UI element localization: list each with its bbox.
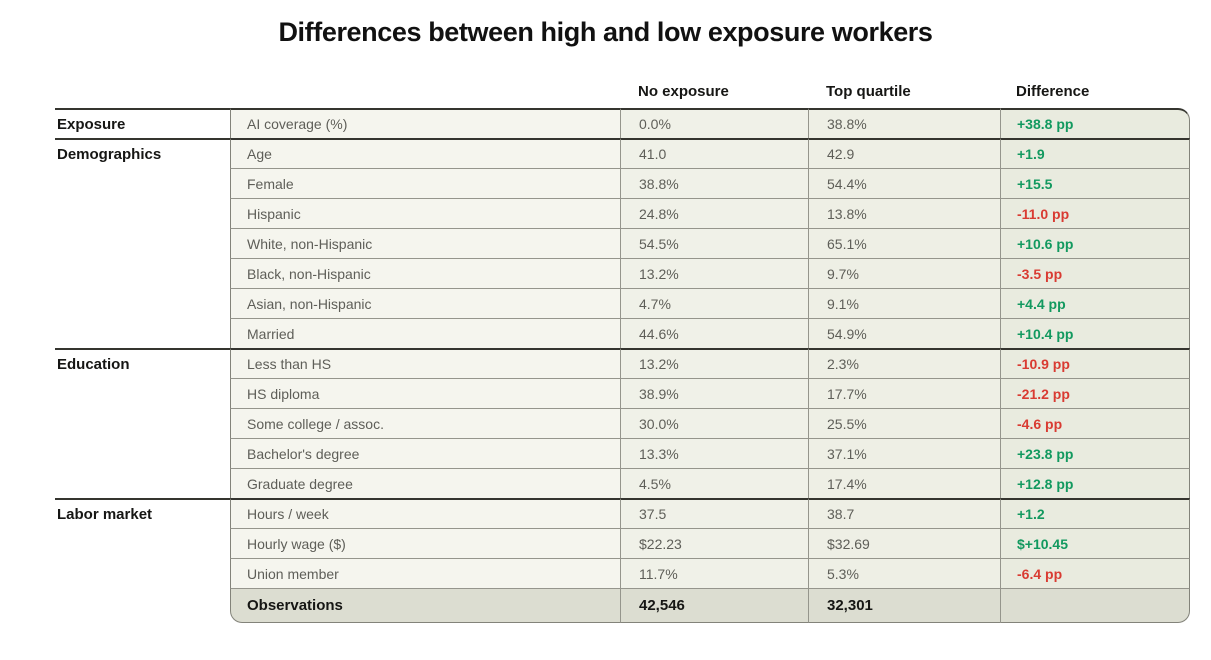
value-top-quartile: 42.9 bbox=[808, 138, 1000, 168]
row-label: Hours / week bbox=[230, 498, 620, 528]
value-no-exposure: 13.3% bbox=[620, 438, 808, 468]
value-no-exposure: 38.8% bbox=[620, 168, 808, 198]
value-difference: +15.5 bbox=[1000, 168, 1190, 198]
value-no-exposure: 0.0% bbox=[620, 108, 808, 138]
footer-value-difference bbox=[1000, 588, 1190, 623]
footer-value-top-quartile: 32,301 bbox=[808, 588, 1000, 623]
value-top-quartile: 17.7% bbox=[808, 378, 1000, 408]
value-top-quartile: 13.8% bbox=[808, 198, 1000, 228]
column-header-top-quartile: Top quartile bbox=[808, 74, 1000, 108]
row-label: HS diploma bbox=[230, 378, 620, 408]
value-no-exposure: 41.0 bbox=[620, 138, 808, 168]
value-difference: +12.8 pp bbox=[1000, 468, 1190, 498]
value-no-exposure: 11.7% bbox=[620, 558, 808, 588]
group-label-exposure: Exposure bbox=[55, 108, 230, 138]
value-no-exposure: 24.8% bbox=[620, 198, 808, 228]
value-difference: $+10.45 bbox=[1000, 528, 1190, 558]
value-no-exposure: 54.5% bbox=[620, 228, 808, 258]
value-no-exposure: 38.9% bbox=[620, 378, 808, 408]
header-spacer-label-col bbox=[230, 74, 620, 108]
row-label: Female bbox=[230, 168, 620, 198]
row-label: AI coverage (%) bbox=[230, 108, 620, 138]
value-difference: +4.4 pp bbox=[1000, 288, 1190, 318]
footer-row-label: Observations bbox=[230, 588, 620, 623]
value-difference: +23.8 pp bbox=[1000, 438, 1190, 468]
column-header-difference: Difference bbox=[1000, 74, 1190, 108]
value-difference: -10.9 pp bbox=[1000, 348, 1190, 378]
row-label: Less than HS bbox=[230, 348, 620, 378]
value-no-exposure: 30.0% bbox=[620, 408, 808, 438]
value-top-quartile: $32.69 bbox=[808, 528, 1000, 558]
value-no-exposure: $22.23 bbox=[620, 528, 808, 558]
value-difference: +10.4 pp bbox=[1000, 318, 1190, 348]
row-label: Graduate degree bbox=[230, 468, 620, 498]
value-top-quartile: 38.8% bbox=[808, 108, 1000, 138]
group-label-education: Education bbox=[55, 348, 230, 498]
row-label: Married bbox=[230, 318, 620, 348]
comparison-table: No exposure Top quartile Difference Expo… bbox=[55, 74, 1190, 623]
row-label: White, non-Hispanic bbox=[230, 228, 620, 258]
value-top-quartile: 9.7% bbox=[808, 258, 1000, 288]
value-difference: +10.6 pp bbox=[1000, 228, 1190, 258]
value-no-exposure: 13.2% bbox=[620, 258, 808, 288]
value-difference: -21.2 pp bbox=[1000, 378, 1190, 408]
value-no-exposure: 13.2% bbox=[620, 348, 808, 378]
value-top-quartile: 38.7 bbox=[808, 498, 1000, 528]
footer-value-no-exposure: 42,546 bbox=[620, 588, 808, 623]
row-label: Union member bbox=[230, 558, 620, 588]
value-no-exposure: 44.6% bbox=[620, 318, 808, 348]
value-top-quartile: 5.3% bbox=[808, 558, 1000, 588]
value-top-quartile: 54.9% bbox=[808, 318, 1000, 348]
row-label: Age bbox=[230, 138, 620, 168]
value-difference: -6.4 pp bbox=[1000, 558, 1190, 588]
value-difference: -3.5 pp bbox=[1000, 258, 1190, 288]
value-difference: +1.9 bbox=[1000, 138, 1190, 168]
row-label: Black, non-Hispanic bbox=[230, 258, 620, 288]
row-label: Some college / assoc. bbox=[230, 408, 620, 438]
group-label-labor-market: Labor market bbox=[55, 498, 230, 623]
value-top-quartile: 2.3% bbox=[808, 348, 1000, 378]
row-label: Asian, non-Hispanic bbox=[230, 288, 620, 318]
value-top-quartile: 65.1% bbox=[808, 228, 1000, 258]
header-spacer-group-col bbox=[55, 74, 230, 108]
value-no-exposure: 4.5% bbox=[620, 468, 808, 498]
row-label: Hispanic bbox=[230, 198, 620, 228]
group-label-demographics: Demographics bbox=[55, 138, 230, 348]
value-no-exposure: 37.5 bbox=[620, 498, 808, 528]
value-top-quartile: 54.4% bbox=[808, 168, 1000, 198]
value-difference: -4.6 pp bbox=[1000, 408, 1190, 438]
value-top-quartile: 17.4% bbox=[808, 468, 1000, 498]
value-top-quartile: 9.1% bbox=[808, 288, 1000, 318]
column-header-no-exposure: No exposure bbox=[620, 74, 808, 108]
row-label: Bachelor's degree bbox=[230, 438, 620, 468]
value-difference: -11.0 pp bbox=[1000, 198, 1190, 228]
row-label: Hourly wage ($) bbox=[230, 528, 620, 558]
value-difference: +38.8 pp bbox=[1000, 108, 1190, 138]
value-difference: +1.2 bbox=[1000, 498, 1190, 528]
value-top-quartile: 37.1% bbox=[808, 438, 1000, 468]
page-title: Differences between high and low exposur… bbox=[278, 17, 933, 47]
value-top-quartile: 25.5% bbox=[808, 408, 1000, 438]
value-no-exposure: 4.7% bbox=[620, 288, 808, 318]
